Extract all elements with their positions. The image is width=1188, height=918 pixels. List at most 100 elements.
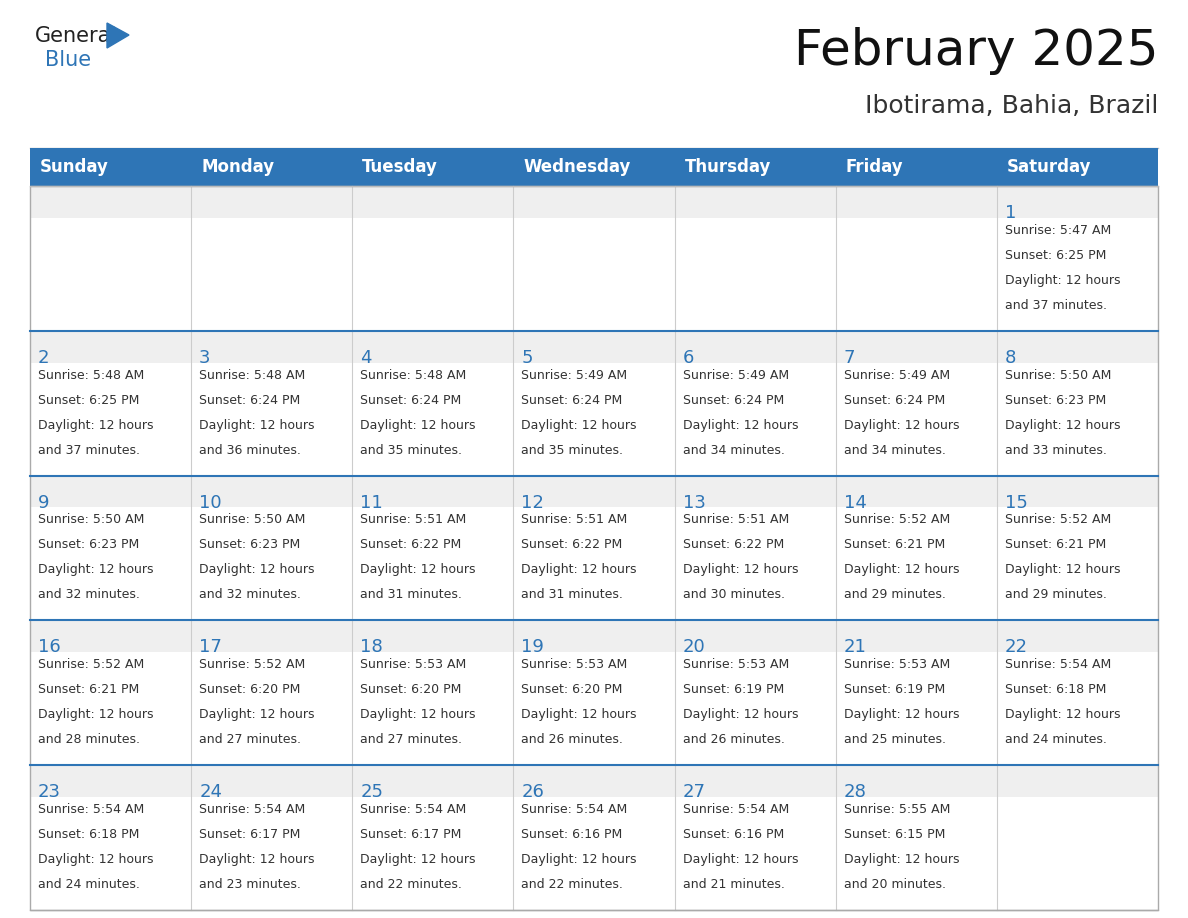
Text: Sunset: 6:19 PM: Sunset: 6:19 PM [843, 683, 944, 696]
Text: Sunrise: 5:52 AM: Sunrise: 5:52 AM [38, 658, 144, 671]
Text: Sunrise: 5:47 AM: Sunrise: 5:47 AM [1005, 224, 1111, 237]
Text: Sunset: 6:18 PM: Sunset: 6:18 PM [38, 828, 139, 841]
Text: 4: 4 [360, 349, 372, 367]
Text: and 31 minutes.: and 31 minutes. [360, 588, 462, 601]
Text: Sunrise: 5:54 AM: Sunrise: 5:54 AM [683, 803, 789, 816]
Bar [30, 330, 191, 363]
Bar [835, 476, 997, 508]
Bar [30, 476, 191, 508]
Text: Daylight: 12 hours: Daylight: 12 hours [522, 419, 637, 431]
Text: 14: 14 [843, 494, 866, 511]
Bar [191, 766, 353, 797]
Bar [30, 766, 191, 797]
Text: Sunset: 6:18 PM: Sunset: 6:18 PM [1005, 683, 1106, 696]
Text: and 35 minutes.: and 35 minutes. [522, 443, 624, 456]
Text: Daylight: 12 hours: Daylight: 12 hours [360, 853, 475, 866]
Text: 5: 5 [522, 349, 533, 367]
Text: and 36 minutes.: and 36 minutes. [200, 443, 301, 456]
Text: Sunset: 6:22 PM: Sunset: 6:22 PM [360, 539, 461, 552]
Bar [191, 621, 353, 653]
Text: 2: 2 [38, 349, 50, 367]
Text: Sunset: 6:25 PM: Sunset: 6:25 PM [1005, 249, 1106, 262]
Text: Tuesday: Tuesday [362, 158, 438, 176]
Text: and 22 minutes.: and 22 minutes. [360, 878, 462, 891]
Text: Daylight: 12 hours: Daylight: 12 hours [360, 564, 475, 577]
Bar [30, 621, 191, 653]
Text: Sunrise: 5:55 AM: Sunrise: 5:55 AM [843, 803, 950, 816]
Text: and 26 minutes.: and 26 minutes. [522, 733, 624, 746]
Bar [353, 621, 513, 653]
Text: Daylight: 12 hours: Daylight: 12 hours [522, 564, 637, 577]
Text: Daylight: 12 hours: Daylight: 12 hours [843, 708, 959, 722]
Text: Daylight: 12 hours: Daylight: 12 hours [843, 853, 959, 866]
Text: Blue: Blue [45, 50, 91, 70]
Text: Daylight: 12 hours: Daylight: 12 hours [683, 419, 798, 431]
Bar [30, 186, 191, 218]
Text: Daylight: 12 hours: Daylight: 12 hours [843, 419, 959, 431]
Text: and 27 minutes.: and 27 minutes. [200, 733, 301, 746]
Text: Sunset: 6:24 PM: Sunset: 6:24 PM [843, 394, 944, 407]
Bar [353, 186, 513, 218]
Text: 23: 23 [38, 783, 61, 801]
Text: 13: 13 [683, 494, 706, 511]
Bar [353, 476, 513, 508]
Text: and 20 minutes.: and 20 minutes. [843, 878, 946, 891]
Text: Daylight: 12 hours: Daylight: 12 hours [1005, 564, 1120, 577]
Bar [997, 476, 1158, 508]
Text: 9: 9 [38, 494, 50, 511]
Text: 12: 12 [522, 494, 544, 511]
Text: 1: 1 [1005, 204, 1016, 222]
Bar [191, 330, 353, 363]
Text: Sunrise: 5:54 AM: Sunrise: 5:54 AM [200, 803, 305, 816]
Text: Sunset: 6:24 PM: Sunset: 6:24 PM [200, 394, 301, 407]
Text: 25: 25 [360, 783, 384, 801]
Bar [675, 621, 835, 653]
Bar [835, 330, 997, 363]
Bar [997, 330, 1158, 363]
Text: Friday: Friday [846, 158, 903, 176]
Text: 18: 18 [360, 639, 383, 656]
Text: Sunrise: 5:54 AM: Sunrise: 5:54 AM [1005, 658, 1111, 671]
Text: 24: 24 [200, 783, 222, 801]
Text: Sunrise: 5:49 AM: Sunrise: 5:49 AM [843, 369, 950, 382]
Bar [353, 766, 513, 797]
Text: Daylight: 12 hours: Daylight: 12 hours [38, 853, 153, 866]
Text: Sunrise: 5:54 AM: Sunrise: 5:54 AM [38, 803, 144, 816]
Bar [353, 330, 513, 363]
Text: and 34 minutes.: and 34 minutes. [683, 443, 784, 456]
Text: Ibotirama, Bahia, Brazil: Ibotirama, Bahia, Brazil [865, 94, 1158, 118]
Bar [191, 186, 353, 218]
Text: 8: 8 [1005, 349, 1016, 367]
Text: Sunrise: 5:54 AM: Sunrise: 5:54 AM [360, 803, 467, 816]
Text: Daylight: 12 hours: Daylight: 12 hours [683, 564, 798, 577]
Text: and 22 minutes.: and 22 minutes. [522, 878, 624, 891]
Text: and 24 minutes.: and 24 minutes. [1005, 733, 1107, 746]
Text: Daylight: 12 hours: Daylight: 12 hours [360, 708, 475, 722]
Text: Sunrise: 5:52 AM: Sunrise: 5:52 AM [843, 513, 950, 526]
Text: Sunset: 6:24 PM: Sunset: 6:24 PM [360, 394, 461, 407]
Bar [675, 330, 835, 363]
Text: Daylight: 12 hours: Daylight: 12 hours [38, 564, 153, 577]
Text: General: General [34, 26, 118, 46]
Text: and 28 minutes.: and 28 minutes. [38, 733, 140, 746]
Text: Sunrise: 5:50 AM: Sunrise: 5:50 AM [38, 513, 145, 526]
Text: Daylight: 12 hours: Daylight: 12 hours [1005, 274, 1120, 286]
Text: 21: 21 [843, 639, 866, 656]
Text: and 29 minutes.: and 29 minutes. [1005, 588, 1107, 601]
Text: Sunrise: 5:51 AM: Sunrise: 5:51 AM [683, 513, 789, 526]
Text: Sunrise: 5:53 AM: Sunrise: 5:53 AM [360, 658, 467, 671]
Text: and 37 minutes.: and 37 minutes. [38, 443, 140, 456]
Text: and 21 minutes.: and 21 minutes. [683, 878, 784, 891]
Text: Daylight: 12 hours: Daylight: 12 hours [1005, 419, 1120, 431]
Bar [513, 186, 675, 218]
Text: Sunset: 6:24 PM: Sunset: 6:24 PM [522, 394, 623, 407]
Text: Sunrise: 5:48 AM: Sunrise: 5:48 AM [200, 369, 305, 382]
Text: and 33 minutes.: and 33 minutes. [1005, 443, 1107, 456]
Bar [513, 330, 675, 363]
Text: Sunset: 6:20 PM: Sunset: 6:20 PM [360, 683, 462, 696]
Text: February 2025: February 2025 [794, 27, 1158, 75]
Text: Sunrise: 5:51 AM: Sunrise: 5:51 AM [360, 513, 467, 526]
Text: Sunset: 6:21 PM: Sunset: 6:21 PM [843, 539, 944, 552]
Bar [513, 766, 675, 797]
Text: Sunrise: 5:49 AM: Sunrise: 5:49 AM [522, 369, 627, 382]
